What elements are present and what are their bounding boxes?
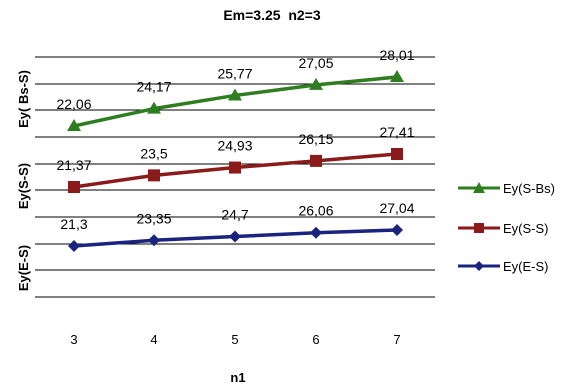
legend: Ey(S-Bs) Ey(S-S) Ey(E-S) bbox=[458, 181, 555, 274]
y-axis-labels: Ey( Bs-S) Ey(S-S) Ey(E-S) bbox=[16, 70, 31, 291]
y-axis-label-1: Ey(S-S) bbox=[16, 163, 31, 209]
data-label-1-3: 27,05 bbox=[298, 55, 333, 71]
x-tick-5: 5 bbox=[231, 332, 238, 347]
x-tick-3: 3 bbox=[70, 332, 77, 347]
legend-item-3: Ey(E-S) bbox=[458, 259, 549, 274]
series-1: 22,06 24,17 25,77 27,05 28,01 bbox=[56, 47, 415, 131]
data-label-3-2: 24,7 bbox=[221, 207, 248, 223]
data-point-3-1 bbox=[148, 234, 160, 247]
data-point-3-4 bbox=[391, 224, 403, 236]
legend-marker-2 bbox=[474, 223, 484, 233]
y-axis-label-2: Ey(E-S) bbox=[16, 245, 31, 291]
data-label-3-1: 23,35 bbox=[136, 210, 171, 226]
x-tick-6: 6 bbox=[312, 332, 319, 347]
data-label-3-3: 26,06 bbox=[298, 203, 333, 219]
y-axis-label-0: Ey( Bs-S) bbox=[16, 70, 31, 128]
data-label-1-4: 28,01 bbox=[379, 47, 414, 63]
data-point-1-0 bbox=[67, 119, 81, 131]
data-point-2-1 bbox=[148, 169, 160, 182]
data-point-1-4 bbox=[390, 70, 404, 82]
legend-marker-1 bbox=[473, 182, 485, 193]
data-label-2-1: 23,5 bbox=[140, 145, 167, 161]
data-label-1-2: 25,77 bbox=[217, 65, 252, 81]
data-point-1-2 bbox=[228, 88, 242, 101]
data-point-3-0 bbox=[68, 240, 80, 252]
legend-marker-3 bbox=[474, 261, 484, 271]
data-point-1-1 bbox=[147, 101, 161, 114]
legend-item-2: Ey(S-S) bbox=[458, 221, 549, 236]
data-point-2-4 bbox=[391, 148, 403, 160]
x-tick-7: 7 bbox=[393, 332, 400, 347]
data-label-2-0: 21,37 bbox=[56, 157, 91, 173]
x-tick-labels: 3 4 5 6 7 bbox=[70, 332, 400, 347]
data-point-2-2 bbox=[229, 161, 241, 174]
legend-label-3: Ey(E-S) bbox=[503, 259, 549, 274]
legend-label-1: Ey(S-Bs) bbox=[503, 181, 555, 196]
data-point-2-0 bbox=[68, 181, 80, 193]
data-point-3-3 bbox=[310, 226, 322, 239]
data-label-1-1: 24,17 bbox=[136, 79, 171, 95]
chart-title: Em=3.25 n2=3 bbox=[223, 7, 321, 23]
x-tick-4: 4 bbox=[150, 332, 157, 347]
data-point-3-2 bbox=[229, 230, 241, 243]
x-axis-label: n1 bbox=[230, 370, 245, 385]
series-3: 21,3 23,35 24,7 26,06 27,04 bbox=[60, 200, 415, 252]
data-label-2-3: 26,15 bbox=[298, 131, 333, 147]
legend-item-1: Ey(S-Bs) bbox=[458, 181, 555, 196]
data-label-3-4: 27,04 bbox=[379, 200, 414, 216]
data-label-2-2: 24,93 bbox=[217, 138, 252, 154]
data-label-2-4: 27,41 bbox=[379, 124, 414, 140]
data-point-2-3 bbox=[310, 154, 322, 167]
data-point-1-3 bbox=[309, 77, 323, 90]
legend-label-2: Ey(S-S) bbox=[503, 221, 549, 236]
data-label-1-0: 22,06 bbox=[56, 96, 91, 112]
series-2: 21,37 23,5 24,93 26,15 27,41 bbox=[56, 124, 415, 193]
data-label-3-0: 21,3 bbox=[60, 216, 87, 232]
